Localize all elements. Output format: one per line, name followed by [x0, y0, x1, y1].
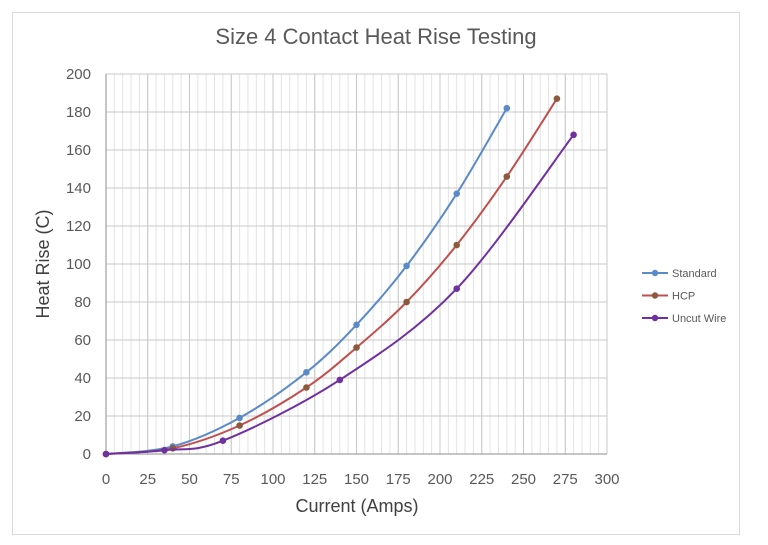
data-point-hcp — [503, 173, 511, 180]
data-point-standard — [403, 262, 410, 270]
x-tick-label: 125 — [302, 471, 327, 488]
x-tick-label: 25 — [139, 471, 156, 488]
x-tick-label: 0 — [102, 471, 110, 488]
data-point-uncut-wire — [102, 450, 110, 458]
data-point-hcp — [403, 298, 410, 306]
x-axis-label: Current (Amps) — [295, 496, 418, 516]
legend-marker-uncut-wire — [651, 314, 659, 322]
x-tick-label: 200 — [427, 471, 452, 488]
y-tick-label: 60 — [74, 332, 91, 349]
data-point-standard — [453, 190, 461, 197]
y-tick-label: 200 — [66, 66, 91, 83]
y-tick-label: 20 — [74, 408, 91, 425]
series-group — [102, 95, 577, 458]
data-point-uncut-wire — [219, 437, 227, 445]
y-axis-label: Heat Rise (C) — [33, 209, 53, 318]
y-tick-label: 160 — [66, 142, 91, 159]
legend-label-uncut-wire: Uncut Wire — [672, 313, 726, 325]
data-point-hcp — [303, 384, 310, 391]
x-tick-label: 75 — [223, 471, 240, 488]
x-tick-label: 50 — [181, 471, 198, 488]
data-point-standard — [236, 414, 243, 422]
y-tick-label: 140 — [66, 180, 91, 197]
legend-label-standard: Standard — [672, 268, 717, 280]
chart-frame — [12, 12, 740, 535]
data-point-uncut-wire — [570, 131, 577, 139]
data-point-hcp — [353, 344, 360, 351]
data-point-hcp — [553, 95, 561, 102]
y-tick-label: 40 — [74, 370, 91, 387]
data-point-uncut-wire — [453, 285, 461, 293]
y-tick-label: 80 — [74, 294, 91, 311]
x-tick-label: 175 — [386, 471, 411, 488]
x-tick-label: 225 — [469, 471, 494, 488]
data-point-hcp — [453, 241, 461, 249]
legend: Standard HCP Uncut Wire — [642, 268, 726, 325]
data-point-uncut-wire — [336, 376, 344, 384]
legend-marker-hcp — [651, 292, 659, 299]
y-tick-label: 180 — [66, 104, 91, 121]
chart-title: Size 4 Contact Heat Rise Testing — [215, 24, 537, 49]
data-point-standard — [303, 369, 310, 376]
y-tick-label: 0 — [83, 446, 91, 463]
x-tick-label: 100 — [260, 471, 285, 488]
data-point-standard — [503, 104, 511, 112]
grid — [105, 73, 608, 455]
y-axis-ticks: 0 20 40 60 80 100 120 140 160 180 200 — [66, 66, 91, 463]
data-point-hcp — [236, 422, 243, 429]
x-tick-label: 300 — [594, 471, 619, 488]
x-tick-label: 250 — [511, 471, 536, 488]
y-tick-label: 120 — [66, 218, 91, 235]
y-tick-label: 100 — [66, 256, 91, 273]
legend-label-hcp: HCP — [672, 291, 695, 303]
data-point-uncut-wire — [161, 446, 168, 454]
data-point-standard — [353, 321, 360, 329]
x-tick-label: 150 — [344, 471, 369, 488]
x-tick-label: 275 — [553, 471, 578, 488]
x-axis-ticks: 0 25 50 75 100 125 150 175 200 225 250 275 300 — [102, 471, 620, 488]
legend-marker-standard — [651, 269, 659, 277]
